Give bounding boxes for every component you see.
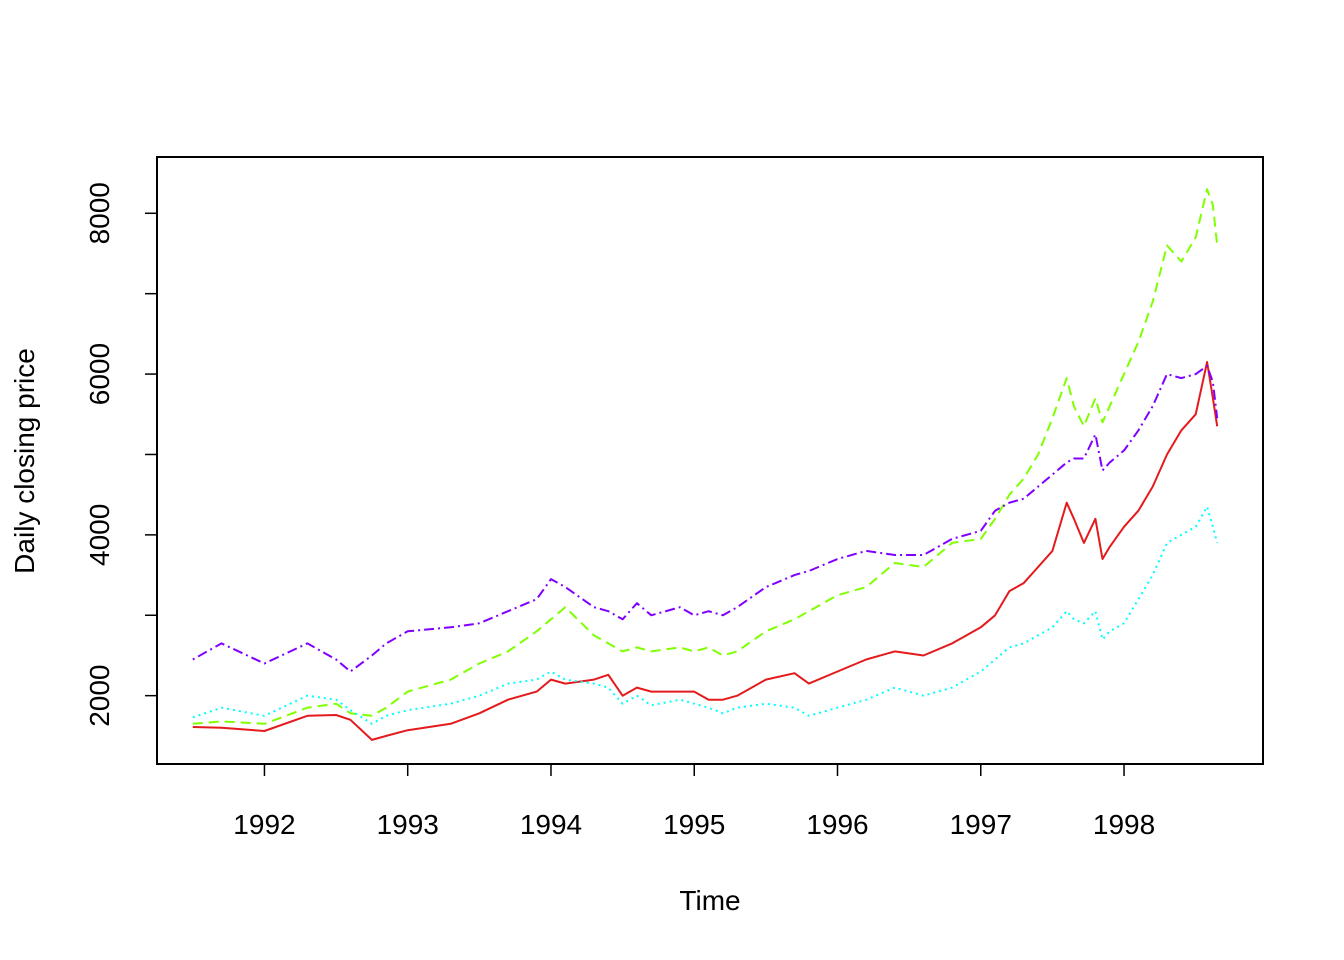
series-line-3 [192, 505, 1219, 725]
y-tick-label: 4000 [84, 504, 115, 566]
y-tick-label: 2000 [84, 665, 115, 727]
x-tick-label: 1994 [520, 809, 582, 840]
plot-frame [156, 156, 1264, 765]
y-axis-title: Daily closing price [9, 348, 40, 574]
x-tick-label: 1996 [806, 809, 868, 840]
x-tick-label: 1993 [377, 809, 439, 840]
series-line-4 [192, 365, 1219, 673]
axis-layer: 1992 1993 1994 1995 1996 1997 1998 2000 4000 6000… [84, 182, 1155, 840]
series-layer [192, 188, 1219, 741]
x-tick-label: 1997 [950, 809, 1012, 840]
series-line-2 [192, 188, 1219, 725]
x-tick-label: 1995 [663, 809, 725, 840]
x-tick-label: 1998 [1093, 809, 1155, 840]
y-tick-label: 8000 [84, 182, 115, 244]
series-line-1 [192, 361, 1219, 741]
x-tick-label: 1992 [233, 809, 295, 840]
x-axis-title: Time [679, 885, 740, 916]
y-tick-label: 6000 [84, 343, 115, 405]
